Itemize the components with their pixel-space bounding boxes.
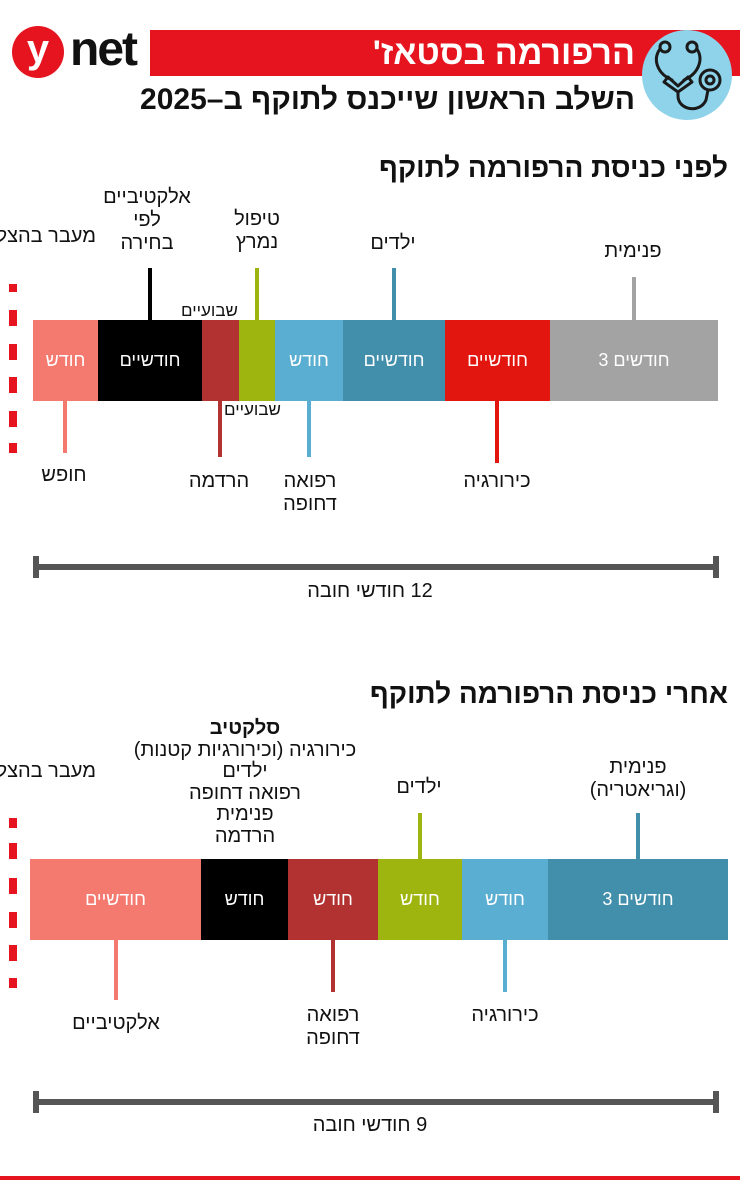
transfer-label-text: מעבר בהצלחה (0, 760, 96, 782)
label-internal: פנימית (604, 240, 662, 262)
segment-internal: 3 חודשים (550, 320, 718, 401)
segment-icu (239, 320, 275, 401)
stem-surgery (503, 940, 507, 992)
label-vacation: חופש (41, 464, 87, 486)
logo-y-letter: y (26, 27, 50, 71)
label-electives-line2: לפי (133, 209, 161, 231)
label-pediatrics: ילדים (370, 232, 416, 254)
stem-emergency (331, 940, 335, 992)
stem-pediatrics (392, 268, 396, 320)
label-electives: אלקטיביים (72, 1012, 160, 1034)
label-anesthesia: הרדמה (188, 470, 250, 492)
label-internal-line2: (וגריאטריה) (589, 779, 687, 801)
label-icu: טיפול נמרץ (234, 208, 280, 254)
label-pediatrics: ילדים (396, 776, 442, 798)
segment-emergency: חודש (275, 320, 343, 401)
segment-anesthesia (202, 320, 239, 401)
label-emergency-line2: דחופה (306, 1027, 360, 1049)
stem-electives (148, 268, 152, 320)
label-emergency-line1: רפואה (283, 470, 337, 492)
segment-electives: חודשיים (30, 859, 201, 940)
label-icu-line2: נמרץ (235, 231, 279, 253)
transfer-label-text: מעבר בהצלחה (0, 225, 96, 247)
segment-selective: חודש (201, 859, 288, 940)
label-selective-item: כירורגיה (וכירורגיות קטנות) (133, 738, 357, 761)
segment-vacation: חודש (33, 320, 98, 401)
stem-surgery (495, 401, 499, 463)
label-emergency: רפואה דחופה (306, 1004, 360, 1050)
label-icu-line1: טיפול (234, 208, 280, 230)
stem-electives (114, 940, 118, 1000)
after-total-label: 9 חודשי חובה (312, 1114, 428, 1136)
label-emergency-line2: דחופה (283, 493, 337, 515)
label-selective-item: ילדים (222, 760, 268, 782)
page-subtitle: השלב הראשון שייכנס לתוקף ב–2025 (140, 83, 635, 116)
ynet-logo-circle: y (12, 26, 64, 78)
label-selective-item: הרדמה (214, 824, 276, 847)
title-banner (150, 30, 740, 76)
bottom-divider (0, 1176, 740, 1180)
label-emergency: רפואה דחופה (283, 470, 337, 516)
label-electives: אלקטיביים לפי בחירה (103, 186, 191, 255)
segment-surgery: חודשיים (445, 320, 550, 401)
stem-icu (255, 268, 259, 320)
stem-emergency (307, 401, 311, 457)
after-section-title: אחרי כניסת הרפורמה לתוקף (369, 678, 728, 709)
segment-surgery: חודש (462, 859, 548, 940)
before-section-title: לפני כניסת הרפורמה לתוקף (378, 152, 728, 183)
stem-pediatrics (418, 813, 422, 859)
label-surgery: כירורגיה (471, 1004, 539, 1026)
label-electives-line1: אלקטיביים (103, 186, 191, 208)
transfer-label-after: מעבר בהצלחה (0, 760, 96, 783)
label-internal-line1: פנימית (609, 756, 667, 778)
segment-internal: 3 חודשים (548, 859, 728, 940)
before-total-label: 12 חודשי חובה (307, 580, 433, 602)
stem-internal (632, 277, 636, 320)
label-selective-title: סלקטיב (209, 717, 281, 739)
stem-vacation (63, 401, 67, 453)
segment-pediatrics: חודשיים (343, 320, 445, 401)
label-two-weeks-bottom: שבועיים (224, 400, 281, 419)
label-two-weeks-top: שבועיים (181, 301, 238, 320)
transfer-label-before: מעבר בהצלחה (0, 225, 96, 248)
segment-emergency: חודש (288, 859, 378, 940)
label-internal: פנימית (וגריאטריה) (590, 756, 687, 802)
stethoscope-icon (642, 30, 732, 120)
label-emergency-line1: רפואה (306, 1004, 360, 1026)
label-selective: סלקטיב כירורגיה (וכירורגיות קטנות) ילדים… (133, 717, 357, 847)
stem-anesthesia (218, 401, 222, 457)
stem-internal (636, 813, 640, 859)
banner-title: הרפורמה בסטאז' (372, 34, 635, 72)
label-electives-line3: בחירה (120, 232, 174, 254)
label-surgery: כירורגיה (463, 470, 531, 492)
ynet-logo-text: net (70, 23, 138, 76)
segment-electives: חודשיים (98, 320, 202, 401)
label-selective-item: פנימית (216, 803, 274, 825)
segment-pediatrics: חודש (378, 859, 462, 940)
label-selective-item: רפואה דחופה (189, 781, 301, 804)
